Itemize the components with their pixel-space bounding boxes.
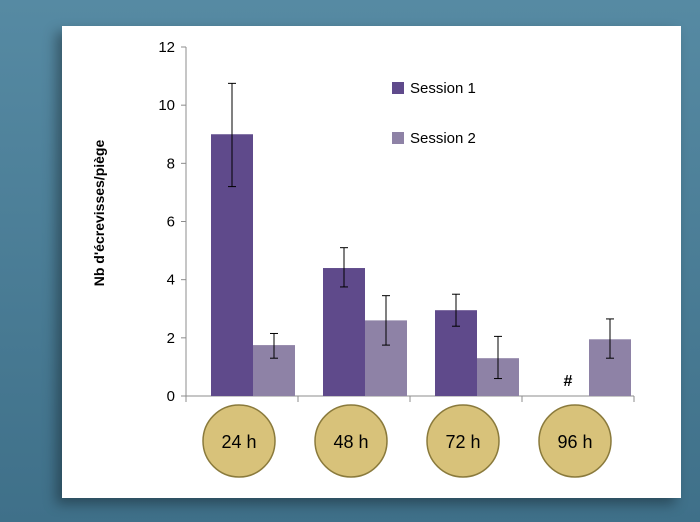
y-tick-label: 8 xyxy=(167,155,175,172)
x-tick-label: 24 h xyxy=(221,432,256,452)
error-bars xyxy=(228,82,614,380)
x-tick-label: 72 h xyxy=(445,432,480,452)
y-axis: 0 2 4 6 8 10 12 xyxy=(158,39,187,405)
x-tick-label: 96 h xyxy=(557,432,592,452)
legend-label: Session 2 xyxy=(410,130,476,147)
y-tick-label: 4 xyxy=(167,272,175,289)
x-axis xyxy=(185,395,635,402)
legend: Session 1 Session 2 xyxy=(392,80,476,147)
y-tick-label: 0 xyxy=(167,388,175,405)
legend-swatch xyxy=(392,82,404,94)
y-tick-label: 6 xyxy=(167,214,175,231)
x-tick-label: 48 h xyxy=(333,432,368,452)
category-badges: 24 h 48 h 72 h 96 h xyxy=(202,404,612,478)
chart-panel: 0 2 4 6 8 10 12 # 24 h 48 h 72 h 96 h Nb d'écrevi… xyxy=(62,26,681,498)
category-badge xyxy=(314,404,388,478)
bar-1 xyxy=(323,268,365,396)
category-badge xyxy=(202,404,276,478)
legend-label: Session 1 xyxy=(410,80,476,97)
y-tick-label: 12 xyxy=(158,39,175,56)
category-badge xyxy=(538,404,612,478)
y-tick-label: 2 xyxy=(167,330,175,347)
y-tick-label: 10 xyxy=(158,97,175,114)
y-axis-title: Nb d'écrevisses/piège xyxy=(91,140,107,287)
legend-swatch xyxy=(392,132,404,144)
annotations: # xyxy=(564,373,573,390)
bar-chart: 0 2 4 6 8 10 12 # 24 h 48 h 72 h 96 h Nb d'écrevi… xyxy=(91,39,635,478)
missing-data-marker: # xyxy=(564,373,573,390)
category-badge xyxy=(426,404,500,478)
